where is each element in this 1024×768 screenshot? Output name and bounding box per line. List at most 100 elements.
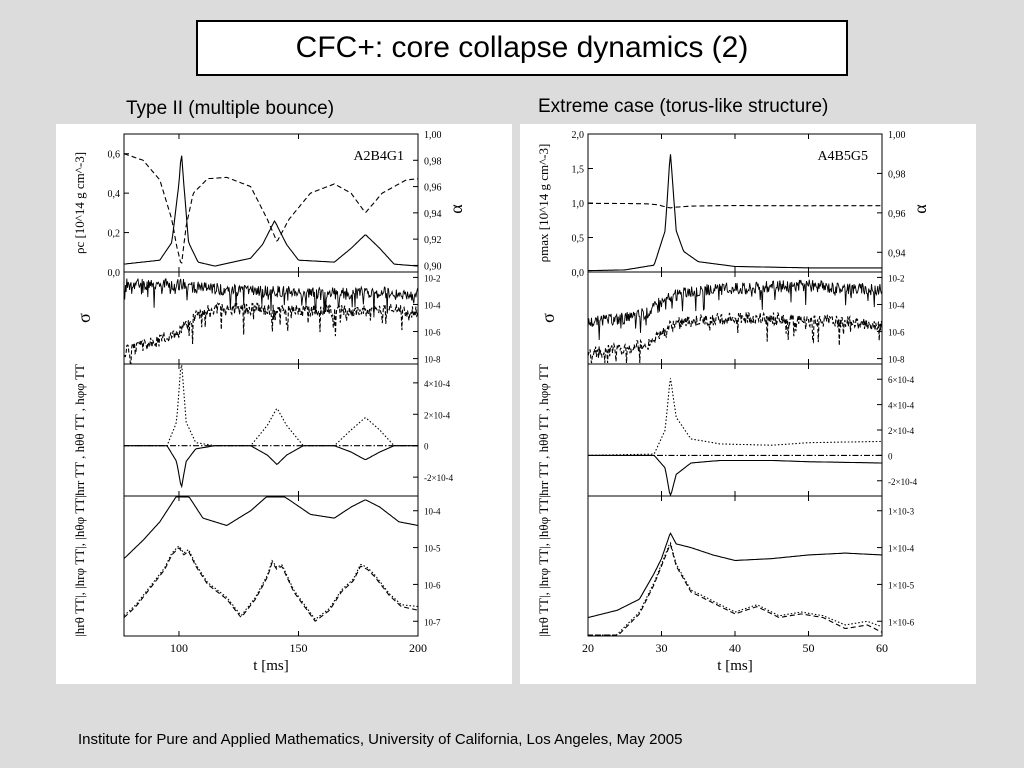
subplot-frame — [587, 363, 883, 497]
series-off-diagonal-2 — [123, 545, 419, 621]
series-sigma-0 — [123, 278, 419, 318]
right-figure-panel: 0,0 0,5 1,0 1,5 2,0 0,94 0,96 0,98 1,00 ρmax [10^… — [520, 124, 976, 684]
slide-title-text: CFC+: core collapse dynamics (2) — [295, 31, 749, 64]
right-tick-label: 1,00 — [424, 130, 442, 141]
right-caption: Extreme case (torus-like structure) — [538, 96, 829, 117]
series-off-diagonal-1 — [588, 543, 883, 636]
subplot-off-diagonal: 1×10-3 1×10-4 1×10-5 1×10-6 |hrθ TT|, |hrφ T… — [536, 495, 915, 637]
y-axis-label: hrr TT , hθθ TT , hφφ TT — [536, 364, 551, 496]
right-tick-label: 1×10-3 — [888, 507, 915, 517]
right-tick-label: 2×10-4 — [888, 426, 915, 436]
left-tick-label: 2,0 — [572, 130, 585, 141]
left-figure-panel: 0,0 0,2 0,4 0,6 0,90 0,92 0,94 0,96 0,98 1,00 ρc [… — [56, 124, 512, 684]
right-tick-label: 4×10-4 — [888, 401, 915, 411]
right-tick-label: 0,96 — [424, 183, 442, 194]
series-sigma-1 — [123, 302, 419, 364]
right-tick-label: 0 — [424, 442, 429, 452]
subplot-frame — [587, 495, 883, 637]
x-tick-label: 50 — [803, 641, 815, 655]
series-sigma-1 — [587, 311, 883, 364]
y-axis-label: hrr TT , hθθ TT , hφφ TT — [72, 364, 87, 496]
subplot-density-lapse: 0,0 0,5 1,0 1,5 2,0 0,94 0,96 0,98 1,00 ρmax [10^… — [536, 130, 930, 279]
x-axis-label: t [ms] — [717, 658, 752, 674]
subplot-sigma: 10-2 10-4 10-6 10-8 σ — [74, 271, 441, 365]
right-tick-label: 0,96 — [888, 209, 906, 220]
right-tick-label: 0,98 — [424, 156, 442, 167]
right-tick-label: 1×10-4 — [888, 544, 915, 554]
right-axis-label: α — [910, 204, 930, 214]
right-tick-label: 1,00 — [888, 130, 906, 141]
right-tick-label: 0 — [888, 451, 893, 461]
slide-footer: Institute for Pure and Applied Mathemati… — [78, 731, 683, 748]
right-tick-label: 0,92 — [424, 235, 442, 246]
right-tick-label: 10-6 — [888, 328, 905, 338]
y-axis-label: σ — [538, 313, 558, 323]
right-tick-label: 2×10-4 — [424, 410, 451, 420]
left-tick-label: 1,5 — [572, 165, 585, 176]
y-axis-label: |hrθ TT|, |hrφ TT|, |hθφ TT| — [72, 495, 87, 637]
subplot-frame — [123, 495, 419, 637]
left-tick-label: 1,0 — [572, 199, 585, 210]
right-tick-label: 10-4 — [888, 300, 905, 310]
x-tick-label: 200 — [409, 641, 427, 655]
left-tick-label: 0,5 — [572, 234, 585, 245]
right-tick-label: 10-2 — [424, 273, 441, 283]
slide-title: CFC+: core collapse dynamics (2) — [196, 20, 848, 76]
subplot-strain: 4×10-4 2×10-4 0 -2×10-4 hrr TT , hθθ TT , hφ… — [72, 363, 454, 497]
right-tick-label: 0,98 — [888, 169, 906, 180]
right-tick-label: 10-6 — [424, 328, 441, 338]
right-tick-label: 10-4 — [424, 300, 441, 310]
left-tick-label: 0,0 — [108, 268, 121, 279]
x-tick-label: 30 — [656, 641, 668, 655]
series-strain-1 — [588, 454, 882, 497]
model-label: A2B4G1 — [353, 149, 404, 164]
right-tick-label: 0,90 — [424, 261, 442, 272]
series-sigma-0 — [587, 279, 883, 341]
series-density-lapse-1 — [123, 153, 419, 264]
series-off-diagonal-1 — [123, 547, 419, 622]
x-tick-label: 150 — [289, 641, 307, 655]
model-label: A4B5G5 — [817, 149, 868, 164]
subplot-frame — [123, 363, 419, 497]
right-tick-label: 1×10-5 — [888, 580, 915, 590]
y-axis-label: ρc [10^14 g cm^-3] — [72, 152, 87, 254]
right-tick-label: 10-4 — [424, 507, 441, 517]
series-off-diagonal-0 — [587, 532, 882, 619]
left-tick-label: 0,6 — [108, 150, 121, 161]
y-axis-label: σ — [74, 313, 94, 323]
right-tick-label: 10-8 — [424, 355, 441, 365]
series-off-diagonal-0 — [123, 496, 419, 559]
x-axis-label: t [ms] — [253, 658, 288, 674]
series-strain-0 — [588, 378, 882, 456]
subplot-sigma: 10-2 10-4 10-6 10-8 σ — [538, 271, 905, 365]
right-tick-label: 10-8 — [888, 355, 905, 365]
series-off-diagonal-2 — [588, 541, 883, 636]
subplot-off-diagonal: 10-4 10-5 10-6 10-7 |hrθ TT|, |hrφ TT|, |hθφ… — [72, 495, 441, 637]
right-tick-label: -2×10-4 — [888, 477, 918, 487]
right-tick-label: -2×10-4 — [424, 473, 454, 483]
subplot-strain: 6×10-4 4×10-4 2×10-4 0 -2×10-4 hrr TT , hθθ T… — [536, 363, 918, 497]
series-density-lapse-0 — [123, 155, 419, 267]
right-tick-label: 4×10-4 — [424, 379, 451, 389]
left-tick-label: 0,4 — [108, 189, 121, 200]
y-axis-label: ρmax [10^14 g cm^-3] — [536, 144, 551, 263]
right-tick-label: 10-7 — [424, 617, 441, 627]
right-tick-label: 6×10-4 — [888, 375, 915, 385]
x-tick-label: 100 — [170, 641, 188, 655]
left-tick-label: 0,2 — [108, 229, 121, 240]
left-caption: Type II (multiple bounce) — [126, 98, 335, 119]
left-figure: 0,0 0,2 0,4 0,6 0,90 0,92 0,94 0,96 0,98 1,00 ρc [… — [72, 130, 466, 674]
right-tick-label: 0,94 — [888, 248, 906, 259]
series-strain-1 — [124, 445, 418, 489]
x-tick-label: 20 — [582, 641, 594, 655]
right-figure: 0,0 0,5 1,0 1,5 2,0 0,94 0,96 0,98 1,00 ρmax [10^… — [536, 130, 930, 674]
right-tick-label: 1×10-6 — [888, 617, 915, 627]
right-tick-label: 10-5 — [424, 544, 441, 554]
right-axis-label: α — [446, 204, 466, 214]
series-density-lapse-1 — [588, 202, 882, 209]
left-tick-label: 0,0 — [572, 268, 585, 279]
series-strain-0 — [124, 364, 418, 447]
x-tick-label: 60 — [876, 641, 888, 655]
subplot-density-lapse: 0,0 0,2 0,4 0,6 0,90 0,92 0,94 0,96 0,98 1,00 ρc [… — [72, 130, 466, 279]
right-tick-label: 10-6 — [424, 580, 441, 590]
